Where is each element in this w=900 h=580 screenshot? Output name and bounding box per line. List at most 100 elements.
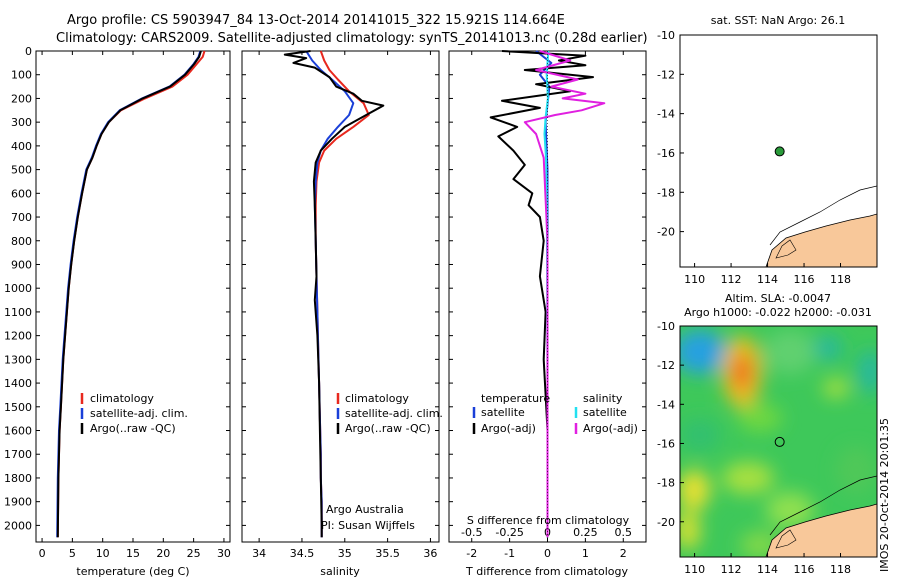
series-line-satellite-adj-clim [56, 50, 202, 538]
salinity-annotation-line1: Argo Australia [326, 503, 404, 516]
y-tick-label: 1400 [4, 377, 32, 390]
series-line-climatology [56, 50, 206, 538]
x-top-tick-label: -0.5 [461, 526, 482, 539]
temperature-xlabel: temperature (deg C) [76, 565, 189, 578]
y-tick-label: -14 [657, 108, 675, 121]
y-tick-label: 1900 [4, 496, 32, 509]
y-tick-label: -18 [657, 477, 675, 490]
sst-map-frame [679, 34, 878, 268]
sla-map-axes: 110 112 114 116 118 -10 -12 -14 -16 -18 -20 [657, 320, 851, 576]
sla-map-frame [679, 325, 878, 558]
legend-climatology-label: climatology [345, 392, 409, 405]
y-tick-label: -12 [657, 359, 675, 372]
x-tick-label: 116 [794, 273, 815, 286]
sla-map-contour-2 [775, 529, 797, 549]
y-tick-label: 1300 [4, 353, 32, 366]
y-tick-label: 400 [11, 140, 32, 153]
x-tick-label: 10 [96, 547, 110, 560]
y-tick-label: 100 [11, 69, 32, 82]
sla-map-title-line2: Argo h1000: -0.022 h2000: -0.031 [684, 306, 872, 319]
x-tick-label: 116 [794, 563, 815, 576]
x-tick-label: 1 [582, 547, 589, 560]
y-tick-label: 600 [11, 187, 32, 200]
x-tick-label: 20 [156, 547, 170, 560]
x-tick-label: 112 [721, 273, 742, 286]
figure-title-line2: Climatology: CARS2009. Satellite-adjuste… [56, 31, 648, 46]
x-tick-label: 36 [423, 547, 437, 560]
y-tick-label: -12 [657, 68, 675, 81]
legend-s-satellite-label: satellite [583, 406, 627, 419]
salinity-legend: climatology satellite-adj. clim. Argo(..… [336, 392, 443, 435]
series-line-argo-raw-qc [283, 50, 385, 538]
x-tick-label: 118 [830, 563, 851, 576]
sla-map-land [765, 503, 877, 557]
temperature-chart: 0100200300400500600700800900100011001200… [4, 45, 231, 560]
x-tick-label: 34.5 [290, 547, 315, 560]
y-tick-label: -10 [657, 29, 675, 42]
sla-map-contour [769, 475, 877, 536]
y-tick-label: 0 [25, 45, 32, 58]
sla-heatmap [680, 326, 877, 557]
y-tick-label: -10 [657, 320, 675, 333]
x-tick-label: 34 [252, 547, 266, 560]
legend-s-argo-label: Argo(-adj) [583, 422, 638, 435]
y-tick-label: 1100 [4, 306, 32, 319]
x-top-tick-label: -0.25 [495, 526, 523, 539]
temperature-legend: climatology satellite-adj. clim. Argo(..… [80, 392, 188, 435]
legend-argo-label: Argo(..raw -QC) [90, 422, 176, 435]
x-tick-label: 110 [684, 563, 705, 576]
legend-satellite-label: satellite-adj. clim. [90, 407, 188, 420]
y-tick-label: 1700 [4, 448, 32, 461]
temperature-panel-frame [35, 50, 231, 543]
x-tick-label: 110 [684, 273, 705, 286]
y-tick-label: 700 [11, 211, 32, 224]
y-tick-label: -18 [657, 186, 675, 199]
legend-t-argo-label: Argo(-adj) [481, 422, 536, 435]
x-tick-label: 118 [830, 273, 851, 286]
x-tick-label: 35 [338, 547, 352, 560]
sst-map-title: sat. SST: NaN Argo: 26.1 [711, 14, 845, 27]
x-tick-label: 25 [187, 547, 201, 560]
y-tick-label: 1600 [4, 425, 32, 438]
salinity-chart: 34 34.5 35 35.5 36 [242, 50, 439, 560]
y-tick-label: 2000 [4, 519, 32, 532]
x-tick-label: 0 [39, 547, 46, 560]
y-tick-label: 200 [11, 92, 32, 105]
series-line-argo-raw-qc [56, 50, 202, 538]
x-tick-label: 35.5 [375, 547, 400, 560]
x-tick-label: -1 [504, 547, 515, 560]
x-tick-label: 114 [757, 563, 778, 576]
x-top-tick-label: 0.5 [615, 526, 633, 539]
sst-map-contour [769, 185, 877, 246]
sst-map-contour-2 [775, 239, 797, 259]
legend-satellite-label: satellite-adj. clim. [345, 407, 443, 420]
series-line-climatology [314, 50, 370, 538]
legend-argo-label: Argo(..raw -QC) [345, 422, 431, 435]
y-tick-label: -16 [657, 147, 675, 160]
legend-temperature-heading: temperature [481, 392, 550, 405]
y-tick-label: -20 [657, 226, 675, 239]
y-tick-label: 1200 [4, 330, 32, 343]
y-tick-label: 500 [11, 164, 32, 177]
x-tick-label: 5 [69, 547, 76, 560]
salinity-annotation-line2: PI: Susan Wijffels [321, 519, 415, 532]
x-tick-label: 0 [544, 547, 551, 560]
y-tick-label: 1000 [4, 282, 32, 295]
series-line-t-argo-adj [489, 50, 594, 538]
legend-salinity-heading: salinity [583, 392, 623, 405]
argo-location-marker [774, 436, 785, 447]
x-tick-label: -2 [466, 547, 477, 560]
difference-chart: -2 -1 0 1 2-0.5 -0.25 0 0.25 0.5 [449, 50, 646, 560]
x-tick-label: 30 [217, 547, 231, 560]
y-tick-label: -20 [657, 516, 675, 529]
y-tick-label: -16 [657, 437, 675, 450]
imos-timestamp: IMOS 20-Oct-2014 20:01:35 [878, 417, 891, 572]
sst-map-land [765, 213, 877, 267]
y-tick-label: 1500 [4, 401, 32, 414]
legend-climatology-label: climatology [90, 392, 154, 405]
difference-xlabel: T difference from climatology [465, 565, 628, 578]
series-line-satellite-adj-clim [305, 50, 355, 538]
salinity-xlabel: salinity [320, 565, 360, 578]
y-tick-label: -14 [657, 398, 675, 411]
